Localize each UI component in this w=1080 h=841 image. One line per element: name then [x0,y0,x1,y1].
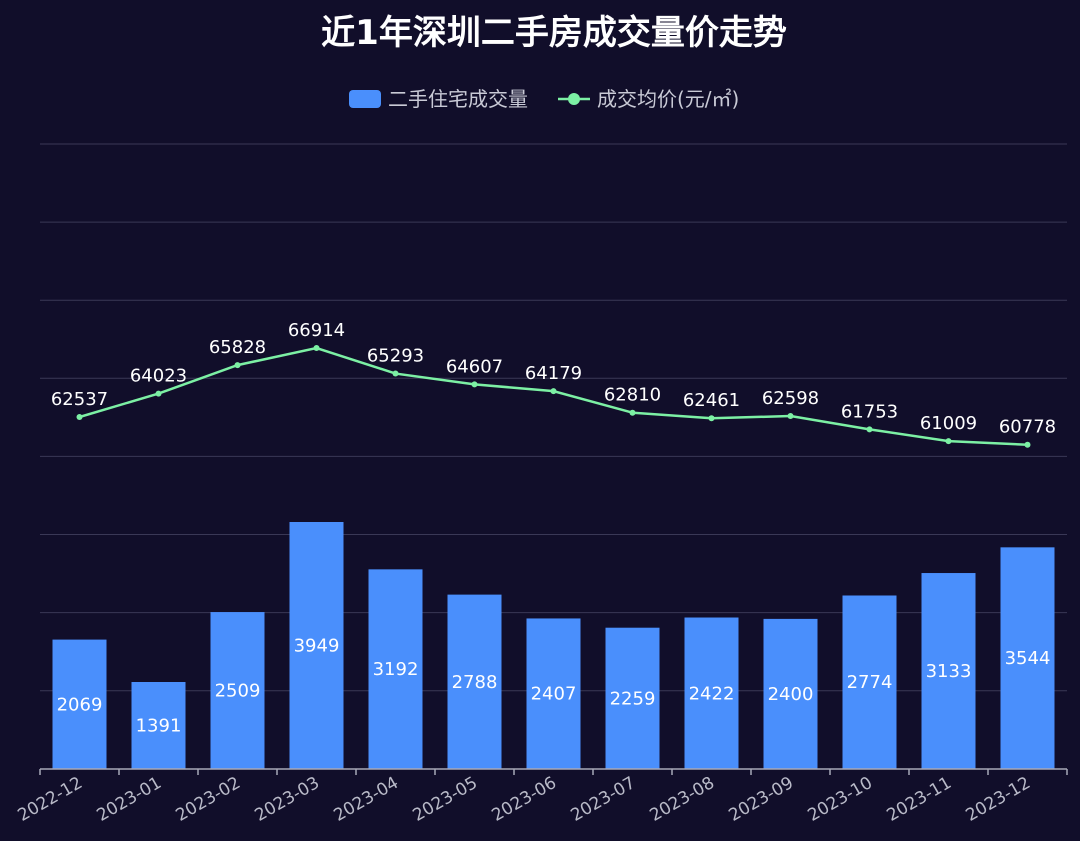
bar [52,639,107,769]
price-value-label: 61753 [841,401,898,422]
x-tick-label: 2023-08 [646,773,718,826]
bar [763,618,818,769]
price-point [234,362,241,369]
price-point [550,388,557,395]
x-tick-label: 2023-01 [93,773,165,826]
legend: 二手住宅成交量 成交均价(元/㎡) [349,87,739,111]
price-point [1024,441,1031,448]
price-value-label: 64023 [130,366,187,387]
price-value-label: 62598 [762,388,819,409]
x-tick-label: 2022-12 [14,773,86,826]
x-tick-label: 2023-07 [567,773,639,826]
bar-value-label: 2774 [847,672,893,693]
legend-bar-label: 二手住宅成交量 [388,87,528,111]
price-value-label: 62537 [51,389,108,410]
price-point [787,413,794,420]
x-tick-label: 2023-03 [251,773,323,826]
bar-labels: 2069 1391 2509 3949 3192 2788 2407 2259 2422 2400… [57,636,1051,737]
x-axis: 2022-12 2023-01 2023-02 2023-03 2023-04 2023-… [14,768,1068,826]
bar [842,595,897,769]
x-tick-label: 2023-12 [962,773,1034,826]
legend-line-marker [568,93,580,105]
gridlines [40,143,1067,692]
price-value-label: 65828 [209,337,266,358]
price-value-label: 60778 [999,417,1056,438]
bar [605,627,660,769]
bar-value-label: 2069 [57,694,103,715]
x-tick-label: 2023-06 [488,773,560,826]
bar [289,522,344,769]
bar [447,594,502,769]
x-tick-label: 2023-04 [330,773,402,826]
price-point [866,426,873,433]
price-point [392,370,399,377]
bar-value-label: 2400 [768,684,814,705]
legend-bar-swatch [349,90,381,108]
price-point [313,345,320,351]
bar-value-label: 3133 [926,661,972,682]
price-value-label: 64179 [525,363,582,384]
bar [526,618,581,769]
price-point [629,409,636,416]
bar [1000,547,1055,769]
x-tick-label: 2023-09 [725,773,797,826]
bar-value-label: 2788 [452,672,498,693]
bars [52,522,1055,769]
price-labels: 62537 64023 65828 66914 65293 64607 64179 62810… [51,320,1056,438]
chart-title: 近1年深圳二手房成交量价走势 [321,13,787,53]
bar [684,617,739,769]
x-tick-label: 2023-02 [172,773,244,826]
price-value-label: 61009 [920,413,977,434]
price-line [76,345,1031,448]
price-point [471,381,478,388]
price-value-label: 62810 [604,385,661,406]
bar-value-label: 2422 [689,683,735,704]
bar [921,573,976,769]
price-value-label: 65293 [367,346,424,367]
bar-value-label: 2407 [531,684,577,705]
x-tick-label: 2023-11 [883,773,955,826]
bar-value-label: 2509 [215,681,261,702]
price-value-label: 66914 [288,320,345,341]
price-point [708,415,715,422]
legend-line-label: 成交均价(元/㎡) [597,87,739,111]
bar [368,569,423,769]
price-point [155,390,162,397]
bar [210,612,265,769]
bar [131,681,186,769]
bar-value-label: 1391 [136,715,182,736]
bar-value-label: 2259 [610,688,656,709]
bar-value-label: 3192 [373,659,419,680]
bar-value-label: 3949 [294,636,340,657]
bar-value-label: 3544 [1005,648,1051,669]
price-point [945,438,952,445]
x-tick-label: 2023-10 [804,773,876,826]
price-value-label: 62461 [683,390,740,411]
price-value-label: 64607 [446,356,503,377]
x-tick-label: 2023-05 [409,773,481,826]
price-point [76,414,83,420]
